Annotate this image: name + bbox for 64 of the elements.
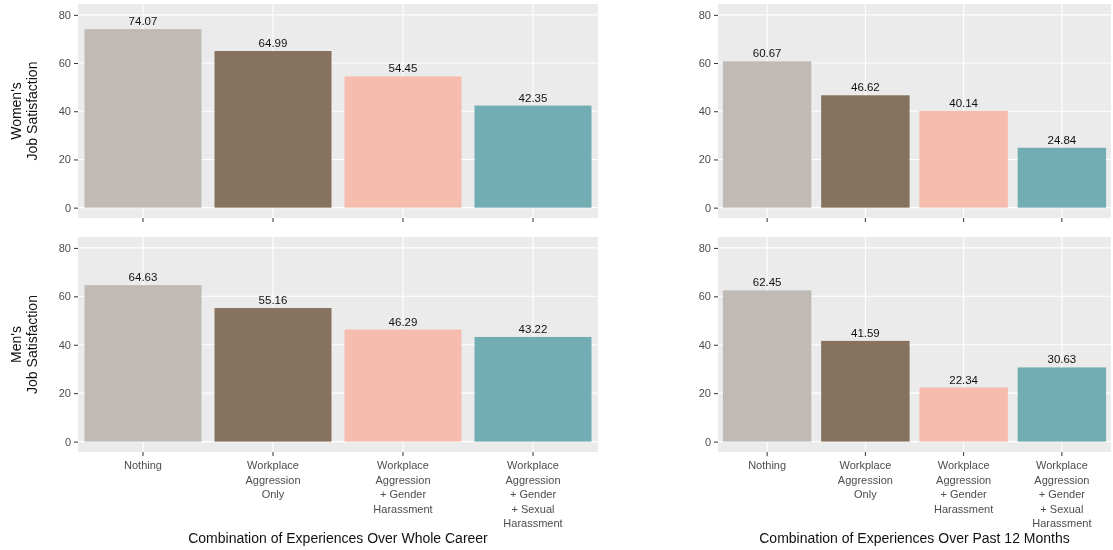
y-tick-label: 0 bbox=[704, 201, 711, 214]
y-tick-label: 40 bbox=[58, 105, 71, 118]
y-axis-title: Women's Job Satisfaction bbox=[8, 61, 40, 161]
y-tick-label: 0 bbox=[64, 435, 71, 448]
y-tick-label: 80 bbox=[698, 8, 711, 21]
y-tick-label: 60 bbox=[58, 290, 71, 303]
bar bbox=[821, 95, 910, 208]
bar bbox=[474, 105, 592, 208]
bar bbox=[722, 290, 812, 442]
x-tick-label: Workplace Aggression + Gender + Sexual Harassment bbox=[503, 459, 563, 529]
bar bbox=[1017, 367, 1107, 442]
y-tick-label: 0 bbox=[704, 435, 711, 448]
y-tick-label: 20 bbox=[58, 153, 71, 166]
x-axis-title: Combination of Experiences Over Whole Career bbox=[188, 530, 489, 546]
data-label: 42.35 bbox=[518, 91, 548, 104]
data-label: 60.67 bbox=[752, 47, 782, 60]
x-tick-label: Nothing bbox=[748, 459, 787, 471]
bar bbox=[214, 51, 332, 208]
x-tick-label: Workplace Aggression Only bbox=[245, 459, 301, 500]
x-tick-label: Workplace Aggression + Gender Harassment bbox=[933, 459, 994, 515]
x-axis-title: Combination of Experiences Over Past 12 Months bbox=[759, 530, 1070, 546]
bar bbox=[84, 285, 202, 442]
bar bbox=[344, 329, 462, 442]
bar bbox=[214, 308, 332, 442]
y-tick-label: 80 bbox=[698, 241, 711, 254]
y-tick-label: 40 bbox=[698, 338, 711, 351]
y-tick-label: 20 bbox=[698, 387, 711, 400]
data-label: 24.84 bbox=[1047, 133, 1077, 146]
bar bbox=[344, 76, 462, 208]
y-tick-label: 80 bbox=[58, 241, 71, 254]
bar bbox=[1017, 147, 1107, 208]
y-tick-label: 0 bbox=[64, 201, 71, 214]
data-label: 43.22 bbox=[518, 322, 548, 335]
y-tick-label: 80 bbox=[58, 8, 71, 21]
y-axis-title: Men's Job Satisfaction bbox=[8, 295, 40, 394]
y-tick-label: 60 bbox=[698, 290, 711, 303]
data-label: 40.14 bbox=[949, 96, 979, 109]
data-label: 64.99 bbox=[258, 37, 288, 50]
y-tick-label: 60 bbox=[698, 57, 711, 70]
bar bbox=[722, 61, 812, 208]
data-label: 54.45 bbox=[388, 62, 418, 75]
data-label: 55.16 bbox=[258, 294, 288, 307]
x-tick-label: Workplace Aggression + Gender Harassment bbox=[373, 459, 433, 515]
data-label: 46.29 bbox=[388, 315, 418, 328]
y-tick-label: 40 bbox=[698, 105, 711, 118]
data-label: 41.59 bbox=[850, 326, 880, 339]
data-label: 62.45 bbox=[752, 276, 782, 289]
bar bbox=[821, 340, 910, 442]
y-tick-label: 20 bbox=[58, 387, 71, 400]
data-label: 22.34 bbox=[949, 373, 979, 386]
data-label: 64.63 bbox=[128, 271, 158, 284]
data-label: 74.07 bbox=[128, 15, 158, 28]
bar bbox=[919, 387, 1008, 442]
y-tick-label: 20 bbox=[698, 153, 711, 166]
x-tick-label: Workplace Aggression + Gender + Sexual Harassment bbox=[1032, 459, 1092, 529]
bar bbox=[919, 110, 1008, 208]
data-label: 30.63 bbox=[1047, 353, 1077, 366]
bar bbox=[84, 29, 202, 208]
data-label: 46.62 bbox=[850, 81, 880, 94]
x-tick-label: Workplace Aggression Only bbox=[837, 459, 893, 500]
x-tick-label: Nothing bbox=[124, 459, 162, 471]
bar bbox=[474, 336, 592, 442]
y-tick-label: 40 bbox=[58, 338, 71, 351]
y-tick-label: 60 bbox=[58, 57, 71, 70]
